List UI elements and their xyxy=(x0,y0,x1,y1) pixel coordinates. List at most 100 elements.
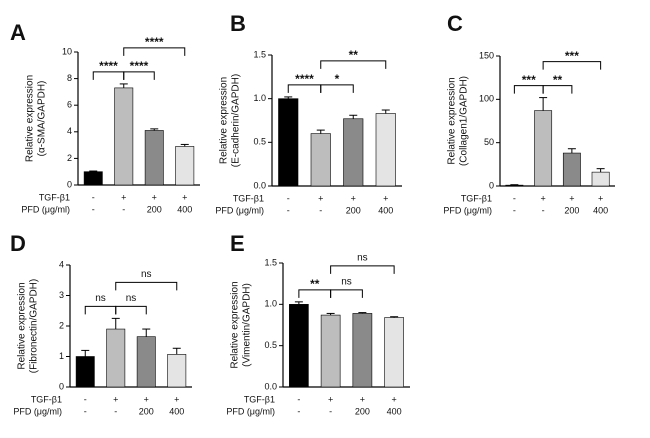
x-row-label: TGF-β1 xyxy=(31,394,62,404)
significance-bracket xyxy=(84,305,117,315)
significance-bracket xyxy=(115,281,178,291)
y-axis-label: Relative expression xyxy=(219,77,230,164)
bar xyxy=(352,313,373,388)
bar xyxy=(505,184,524,187)
significance-bracket xyxy=(542,61,602,70)
x-row-value: - xyxy=(84,394,87,404)
x-row-label: TGF-β1 xyxy=(233,193,264,203)
bar xyxy=(278,98,299,187)
bar xyxy=(136,336,156,388)
significance-label: **** xyxy=(99,59,118,73)
x-row-value: + xyxy=(391,394,396,404)
significance-label: ns xyxy=(341,276,352,287)
y-tick-label: 0 xyxy=(59,381,64,391)
x-row-label: PFD (μg/ml) xyxy=(21,204,70,214)
y-axis-label: (Vimentin/GAPDH) xyxy=(242,283,253,367)
y-tick-label: 0.5 xyxy=(264,340,277,350)
x-row-value: + xyxy=(144,394,149,404)
bar xyxy=(144,130,164,186)
significance-label: ** xyxy=(349,48,359,62)
panel-letter: C xyxy=(447,11,463,36)
bar xyxy=(167,354,187,388)
significance-label: **** xyxy=(295,72,314,86)
x-row-value: 400 xyxy=(177,204,192,214)
x-row-value: - xyxy=(287,205,290,215)
y-axis-label: (α-SMA/GAPDH) xyxy=(37,81,48,157)
y-tick-label: 6 xyxy=(67,100,72,110)
x-row-label: TGF-β1 xyxy=(39,192,70,202)
panel-letter: A xyxy=(10,20,26,45)
x-row-value: + xyxy=(121,192,126,202)
y-tick-label: 50 xyxy=(484,137,494,147)
x-row-label: PFD (μg/ml) xyxy=(443,205,492,215)
y-axis-label: (Fibronectin/GAPDH) xyxy=(29,279,40,373)
bar xyxy=(289,304,309,388)
significance-bracket xyxy=(298,289,332,298)
bar xyxy=(106,328,126,388)
y-tick-label: 1.0 xyxy=(264,299,277,309)
significance-bracket xyxy=(513,85,544,94)
y-tick-label: 1.5 xyxy=(253,49,266,59)
x-row-value: + xyxy=(351,193,356,203)
x-row-value: - xyxy=(319,205,322,215)
y-tick-label: 0 xyxy=(489,180,494,190)
y-tick-label: 0 xyxy=(67,179,72,189)
x-row-value: 200 xyxy=(139,406,154,416)
significance-bracket xyxy=(330,265,395,274)
y-axis-label: Relative expression xyxy=(447,77,458,164)
x-row-value: 200 xyxy=(564,205,579,215)
significance-bracket xyxy=(115,305,147,315)
y-tick-label: 3 xyxy=(59,290,64,300)
bar xyxy=(562,152,581,187)
x-row-value: - xyxy=(287,193,290,203)
y-tick-label: 0.5 xyxy=(253,137,266,147)
y-tick-label: 0.0 xyxy=(253,180,266,190)
x-row-value: 200 xyxy=(346,205,361,215)
significance-bracket xyxy=(330,289,363,298)
significance-bracket xyxy=(542,85,573,94)
significance-label: ** xyxy=(553,73,563,87)
x-row-value: + xyxy=(383,193,388,203)
x-row-value: - xyxy=(329,406,332,416)
y-tick-label: 10 xyxy=(62,46,72,56)
x-row-value: + xyxy=(540,193,545,203)
x-row-label: PFD (μg/ml) xyxy=(226,406,275,416)
x-row-value: - xyxy=(92,192,95,202)
significance-label: *** xyxy=(522,73,536,87)
significance-label: ns xyxy=(126,293,137,304)
significance-bracket xyxy=(320,60,387,69)
y-axis-label: (Collagen1/GAPDH) xyxy=(459,76,470,166)
significance-bracket xyxy=(123,47,186,56)
significance-label: ns xyxy=(141,269,152,280)
x-row-value: 400 xyxy=(378,205,393,215)
x-row-label: TGF-β1 xyxy=(461,193,492,203)
y-tick-label: 1.5 xyxy=(264,257,277,267)
x-row-value: + xyxy=(360,394,365,404)
x-row-value: 200 xyxy=(147,204,162,214)
significance-label: *** xyxy=(565,49,579,63)
x-row-value: + xyxy=(174,394,179,404)
x-row-value: 400 xyxy=(593,205,608,215)
y-tick-label: 8 xyxy=(67,73,72,83)
y-axis-label: Relative expression xyxy=(230,281,241,368)
x-row-value: + xyxy=(328,394,333,404)
y-tick-label: 0.0 xyxy=(264,381,277,391)
x-row-value: - xyxy=(513,193,516,203)
x-row-label: PFD (μg/ml) xyxy=(215,205,264,215)
y-tick-label: 2 xyxy=(67,153,72,163)
panel-letter: D xyxy=(10,231,26,256)
x-row-value: 400 xyxy=(169,406,184,416)
x-row-value: - xyxy=(122,204,125,214)
y-tick-label: 100 xyxy=(479,94,494,104)
y-tick-label: 4 xyxy=(59,259,64,269)
y-tick-label: 2 xyxy=(59,320,64,330)
x-row-value: - xyxy=(542,205,545,215)
y-axis-label: Relative expression xyxy=(17,282,28,369)
significance-bracket xyxy=(92,71,125,80)
x-row-value: - xyxy=(92,204,95,214)
bar xyxy=(384,317,404,388)
x-row-value: - xyxy=(114,406,117,416)
x-row-value: + xyxy=(569,193,574,203)
x-row-value: - xyxy=(84,406,87,416)
